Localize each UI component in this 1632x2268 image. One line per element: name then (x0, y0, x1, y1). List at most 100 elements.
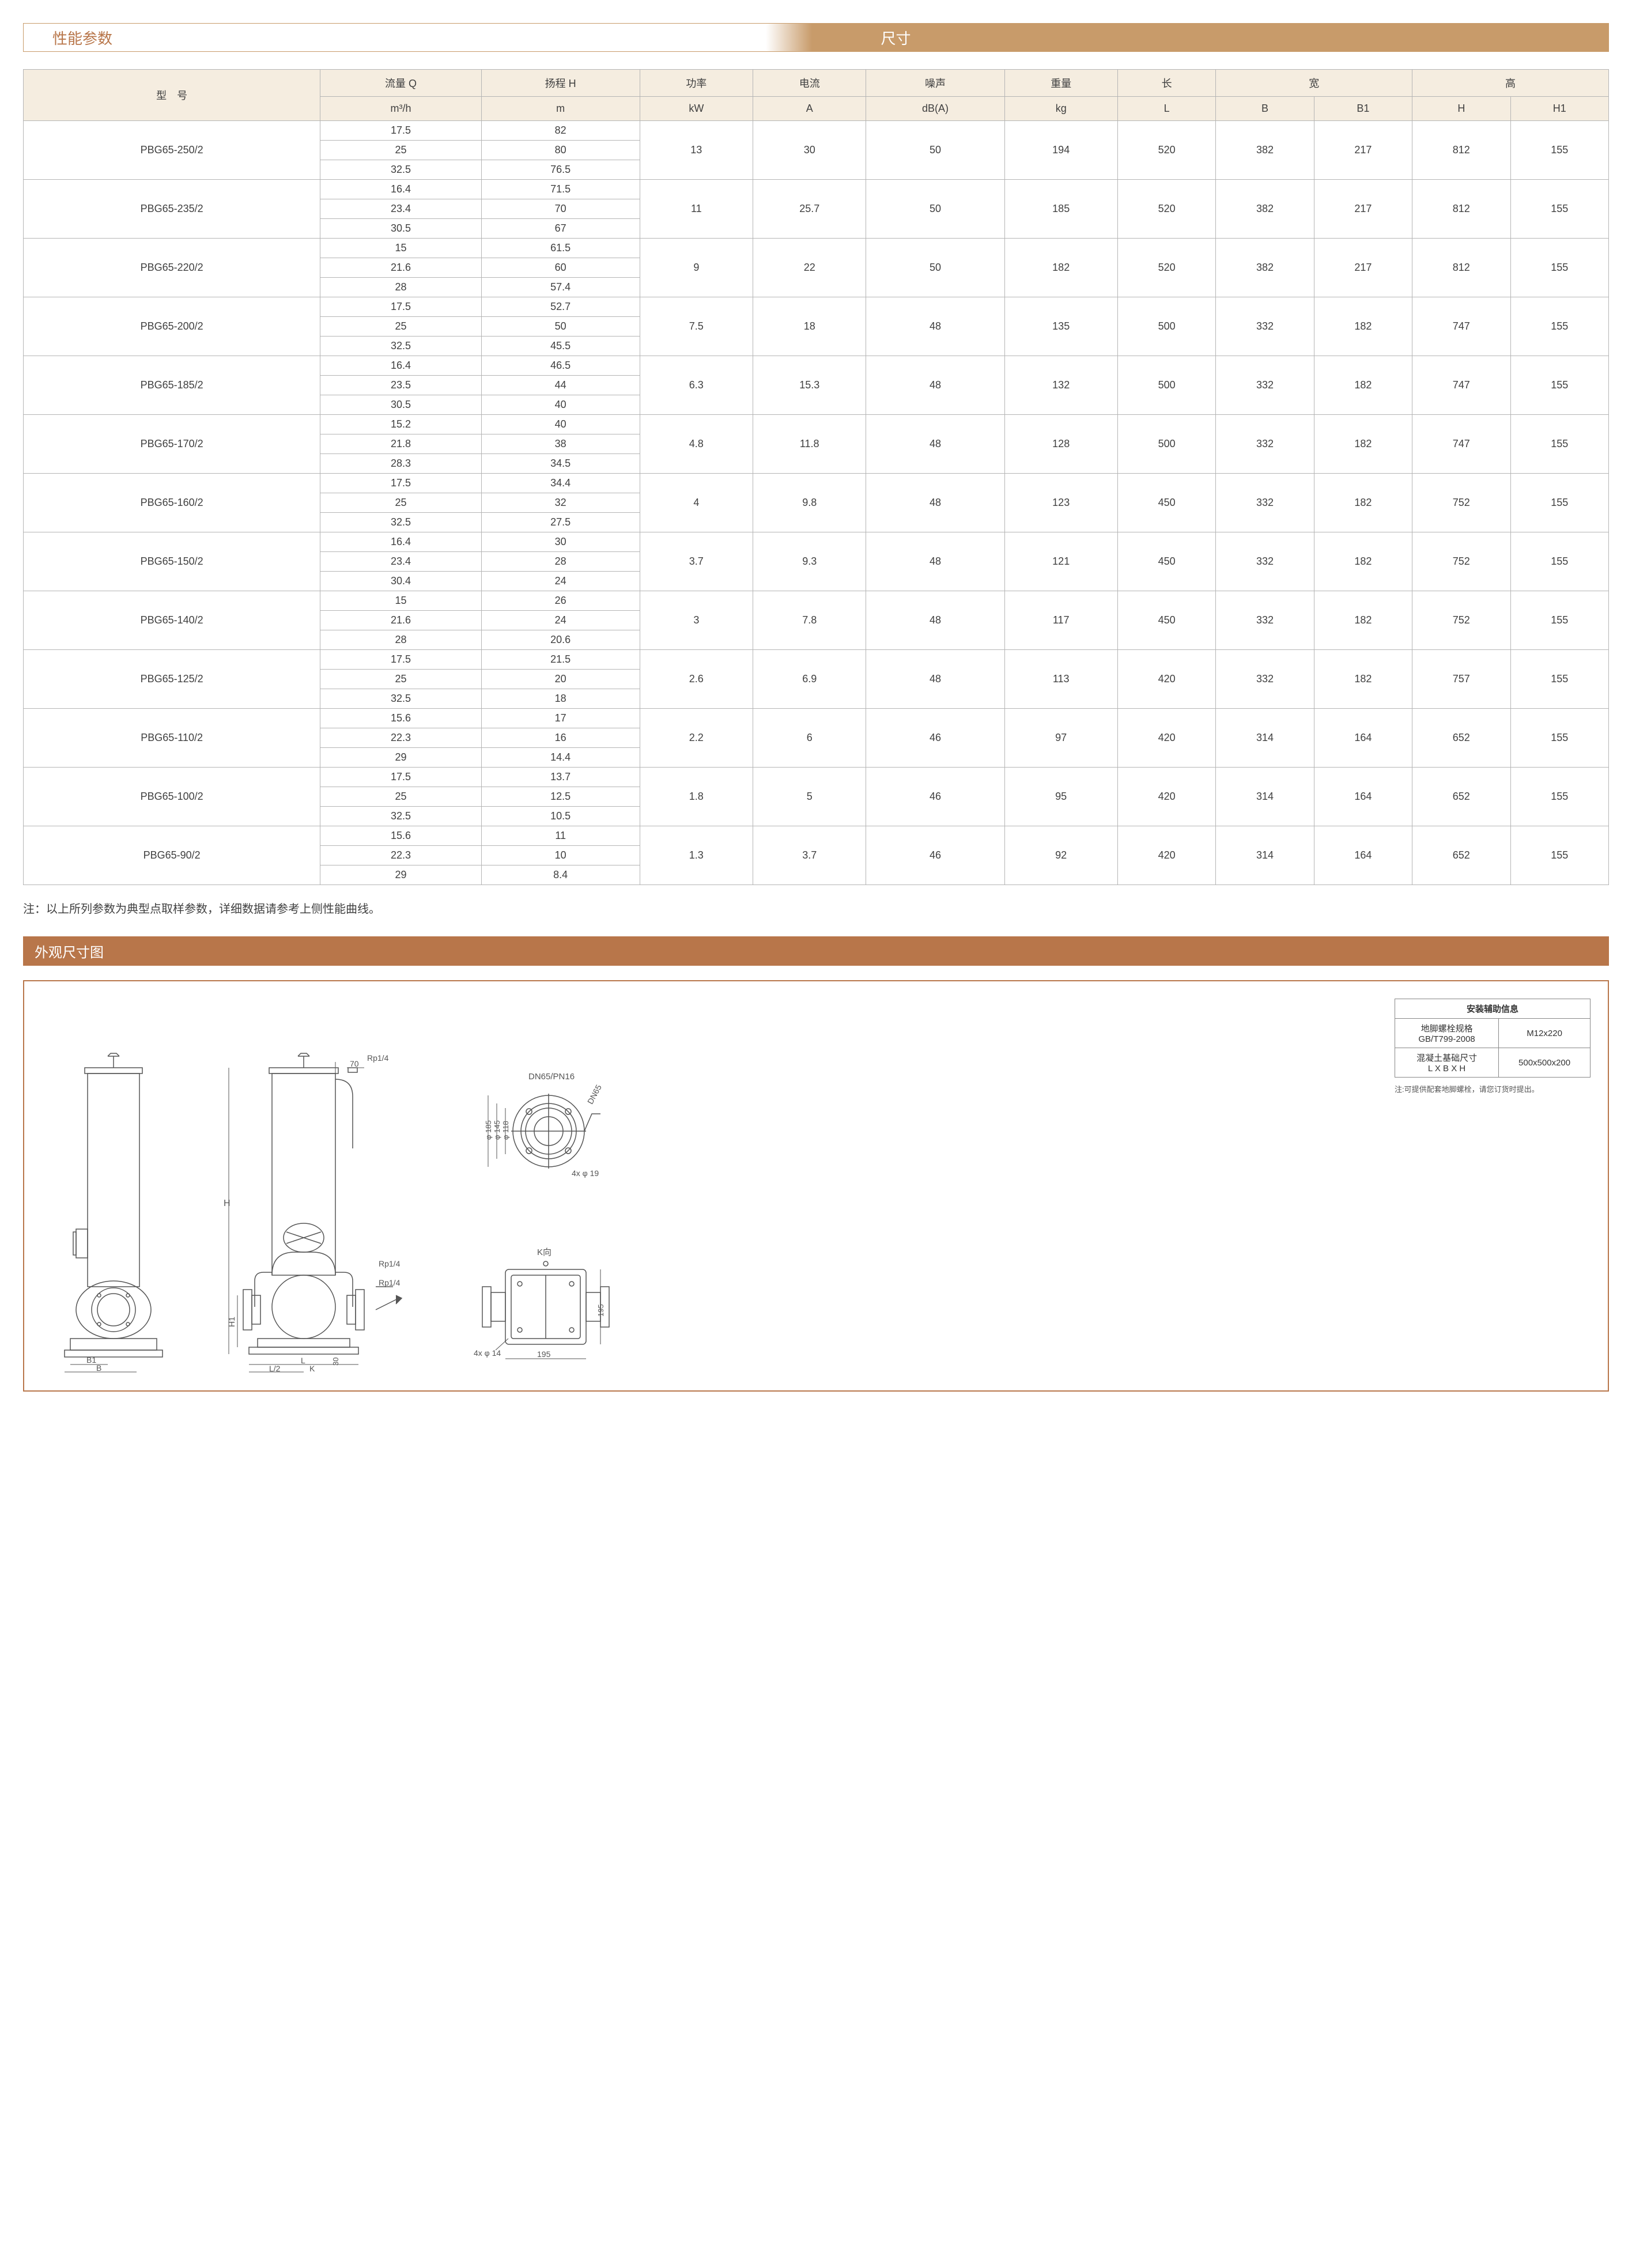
cell-h: 28 (481, 552, 640, 572)
label-rp14-r1: Rp1/4 (379, 1259, 401, 1268)
header-right-title: 尺寸 (812, 27, 1609, 48)
cell-H1: 155 (1510, 415, 1608, 474)
cell-H: 752 (1412, 591, 1510, 650)
cell-kg: 95 (1004, 768, 1117, 826)
cell-q: 29 (320, 748, 481, 768)
cell-q: 22.3 (320, 728, 481, 748)
label-195r: 195 (596, 1304, 605, 1317)
cell-q: 25 (320, 493, 481, 513)
spec-table-head: 型 号 流量 Q 扬程 H 功率 电流 噪声 重量 长 宽 高 m³/h m k… (24, 70, 1609, 121)
cell-q: 28 (320, 630, 481, 650)
cell-kw: 4.8 (640, 415, 753, 474)
cell-q: 28 (320, 278, 481, 297)
cell-kw: 2.6 (640, 650, 753, 709)
label-4x14: 4x φ 14 (474, 1348, 501, 1358)
cell-kw: 6.3 (640, 356, 753, 415)
cell-q: 16.4 (320, 532, 481, 552)
cell-model: PBG65-250/2 (24, 121, 320, 180)
cell-model: PBG65-150/2 (24, 532, 320, 591)
cell-h: 40 (481, 395, 640, 415)
cell-h: 18 (481, 689, 640, 709)
diagram-container: B1 B (23, 980, 1609, 1392)
cell-h: 16 (481, 728, 640, 748)
cell-L: 420 (1117, 650, 1215, 709)
cell-B: 332 (1216, 591, 1314, 650)
col-head: 扬程 H (481, 70, 640, 97)
spec-table: 型 号 流量 Q 扬程 H 功率 电流 噪声 重量 长 宽 高 m³/h m k… (23, 69, 1609, 885)
table-row: PBG65-125/217.521.52.66.9481134203321827… (24, 650, 1609, 670)
cell-B1: 182 (1314, 297, 1412, 356)
cell-h: 57.4 (481, 278, 640, 297)
cell-q: 17.5 (320, 650, 481, 670)
cell-q: 23.5 (320, 376, 481, 395)
cell-kw: 1.8 (640, 768, 753, 826)
col-weight: 重量 (1004, 70, 1117, 97)
cell-kg: 97 (1004, 709, 1117, 768)
cell-h: 82 (481, 121, 640, 141)
cell-B1: 217 (1314, 239, 1412, 297)
header-gradient (766, 24, 812, 51)
unit-h: H (1412, 97, 1510, 121)
cell-h: 40 (481, 415, 640, 434)
label-30: 30 (331, 1358, 340, 1366)
cell-L: 450 (1117, 474, 1215, 532)
cell-H1: 155 (1510, 239, 1608, 297)
table-row: PBG65-185/216.446.56.315.348132500332182… (24, 356, 1609, 376)
cell-db: 48 (866, 297, 1004, 356)
cell-model: PBG65-110/2 (24, 709, 320, 768)
label-l: L (301, 1356, 305, 1365)
col-model: 型 号 (24, 70, 320, 121)
cell-db: 50 (866, 239, 1004, 297)
cell-q: 25 (320, 670, 481, 689)
cell-B1: 217 (1314, 121, 1412, 180)
col-length: 长 (1117, 70, 1215, 97)
cell-H1: 155 (1510, 650, 1608, 709)
cell-h: 21.5 (481, 650, 640, 670)
unit-a: A (753, 97, 866, 121)
label-kview: K向 (537, 1248, 551, 1257)
cell-q: 23.4 (320, 199, 481, 219)
cell-H: 747 (1412, 297, 1510, 356)
cell-q: 29 (320, 865, 481, 885)
cell-h: 44 (481, 376, 640, 395)
label-4x19: 4x φ 19 (572, 1169, 599, 1178)
cell-model: PBG65-200/2 (24, 297, 320, 356)
cell-B1: 182 (1314, 591, 1412, 650)
cell-kw: 3 (640, 591, 753, 650)
cell-H: 652 (1412, 768, 1510, 826)
header-row-1: 型 号 流量 Q 扬程 H 功率 电流 噪声 重量 长 宽 高 (24, 70, 1609, 97)
cell-q: 25 (320, 141, 481, 160)
cell-q: 21.8 (320, 434, 481, 454)
col-noise: 噪声 (866, 70, 1004, 97)
table-row: PBG65-200/217.552.77.5184813550033218274… (24, 297, 1609, 317)
info-note: 注:可提供配套地脚螺栓，请您订货时提出。 (1395, 1083, 1591, 1094)
cell-q: 16.4 (320, 180, 481, 199)
cell-B1: 182 (1314, 474, 1412, 532)
cell-H1: 155 (1510, 121, 1608, 180)
cell-B1: 164 (1314, 768, 1412, 826)
cell-kw: 2.2 (640, 709, 753, 768)
cell-q: 17.5 (320, 768, 481, 787)
cell-a: 6.9 (753, 650, 866, 709)
cell-model: PBG65-125/2 (24, 650, 320, 709)
table-note: 注：以上所列参数为典型点取样参数，详细数据请参考上侧性能曲线。 (23, 899, 1609, 916)
table-row: PBG65-220/21561.592250182520382217812155 (24, 239, 1609, 258)
cell-a: 18 (753, 297, 866, 356)
cell-H1: 155 (1510, 356, 1608, 415)
info-row1-value: M12x220 (1499, 1019, 1591, 1048)
cell-B: 332 (1216, 650, 1314, 709)
cell-kg: 185 (1004, 180, 1117, 239)
cell-q: 32.5 (320, 160, 481, 180)
cell-h: 30 (481, 532, 640, 552)
cell-B1: 182 (1314, 415, 1412, 474)
label-dn65: DN65 (585, 1083, 603, 1105)
unit-head: m (481, 97, 640, 121)
cell-h: 20.6 (481, 630, 640, 650)
cell-h: 12.5 (481, 787, 640, 807)
cell-kg: 194 (1004, 121, 1117, 180)
cell-B: 332 (1216, 532, 1314, 591)
cell-L: 420 (1117, 709, 1215, 768)
cell-q: 17.5 (320, 121, 481, 141)
cell-kg: 92 (1004, 826, 1117, 885)
label-rp14-top: Rp1/4 (367, 1053, 389, 1063)
